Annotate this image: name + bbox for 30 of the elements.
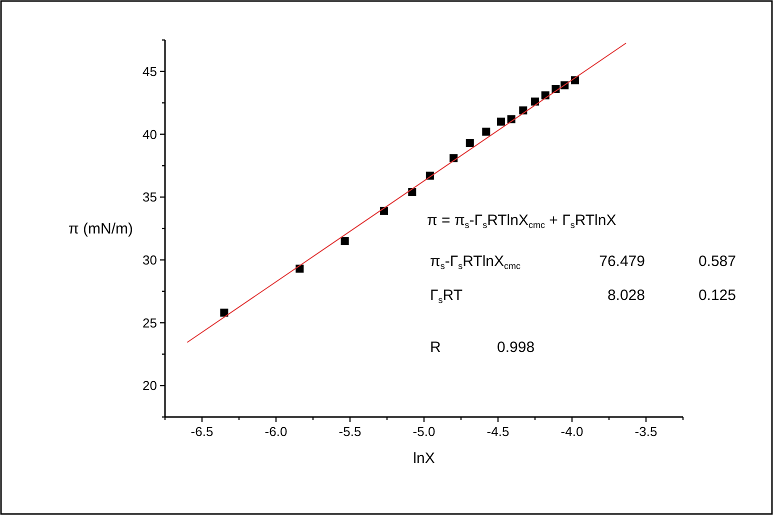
point: [340, 237, 349, 246]
y-tick-label: 35: [142, 190, 157, 205]
annotation: Γ$_{s}$RT: [430, 287, 462, 306]
y-tick-label: 45: [142, 64, 157, 79]
x-tick-label: -5.5: [338, 424, 362, 439]
y-tick-label: 40: [142, 126, 157, 142]
text: 0.587: [698, 253, 736, 270]
point: [496, 118, 505, 126]
text: 0.125: [698, 287, 736, 304]
point: [466, 139, 474, 148]
text: π = π$_{s}$-Γ$_{s}$RTlnX$_{cmc}$ + Γ$_{s}$RTlnX: [427, 212, 616, 230]
y-axis-title: π (mN/m): [68, 220, 133, 238]
point: [482, 128, 490, 136]
y-tick-label: 30: [142, 252, 157, 268]
annotation: 8.028: [607, 287, 645, 304]
annotation: 76.479: [599, 253, 645, 270]
annotation: R: [430, 339, 441, 356]
annotation: 0.998: [497, 339, 535, 356]
x-tick-label: -3.5: [634, 424, 658, 439]
x-tick-label: -6.0: [264, 424, 288, 439]
y-tick-label: 20: [142, 378, 157, 394]
point: [220, 308, 228, 317]
y-tick-label: 25: [142, 315, 157, 330]
point: [531, 98, 539, 106]
x-tick-label: -4.0: [560, 424, 584, 439]
x-tick-label: -4.5: [486, 424, 510, 439]
x-tick-label: -5.0: [412, 424, 436, 439]
annotation: π$_{s}$-Γ$_{s}$RTlnX$_{cmc}$: [430, 253, 522, 272]
x-axis-title: lnX: [413, 450, 435, 467]
x-tick-label: -6.5: [190, 424, 214, 439]
